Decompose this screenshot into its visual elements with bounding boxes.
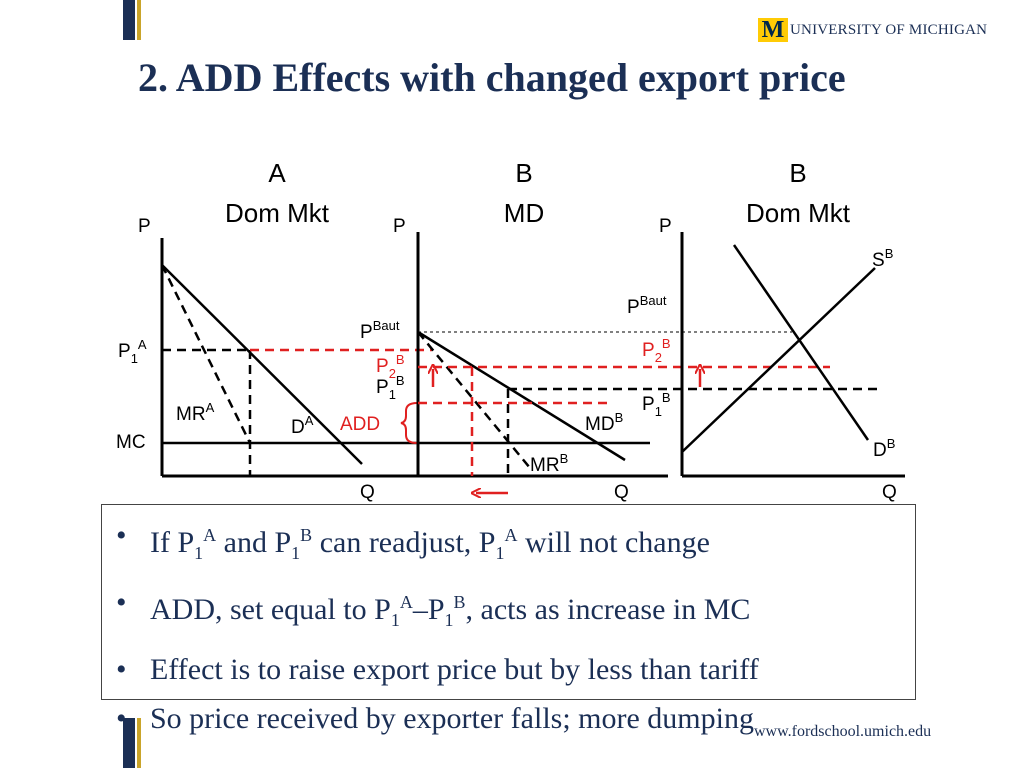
panel-b-md-country-heading: B [515, 158, 532, 188]
panel-b-dom-q-axis-label: Q [882, 482, 897, 503]
panel-b-md-p-axis-label: P [393, 216, 406, 237]
panel-a-mc-label: MC [116, 432, 146, 453]
panel-b-md-pbaut-label: PBaut [360, 318, 400, 343]
bullet-item: • If P1A and P1B can readjust, P1A will n… [102, 511, 915, 578]
demand-b-label: DB [873, 436, 895, 461]
panel-a-demand-curve [161, 264, 363, 465]
bullet-dot: • [116, 653, 127, 686]
panel-a-market-heading: Dom Mkt [225, 198, 330, 228]
add-brace [400, 402, 418, 444]
panel-a-p1-label: P1A [118, 337, 147, 366]
bullet-item: • ADD, set equal to P1A–P1B, acts as incr… [102, 578, 915, 645]
bullet-dot: • [116, 519, 127, 552]
top-accent-bar [123, 0, 141, 40]
bullet-item: • So price received by exporter falls; mo… [102, 694, 915, 743]
panel-a-q-axis-label: Q [360, 482, 375, 503]
panel-b-md-market-heading: MD [504, 198, 544, 228]
demand-b-curve [732, 244, 870, 441]
mr-b-curve [417, 331, 531, 469]
panel-b-md: B MD P Q PBaut P2B P1B MDB MRB [360, 158, 878, 503]
mr-b-label: MRB [530, 451, 568, 476]
university-name: UNIVERSITY OF MICHIGAN [790, 21, 988, 38]
panel-b-md-p2-label: P2B [376, 352, 405, 381]
md-curve [417, 330, 626, 462]
supply-b-label: SB [872, 246, 893, 271]
bullet-item: • Effect is to raise export price but by … [102, 645, 915, 694]
block-m-logo: M [758, 18, 788, 42]
md-b-label: MDB [585, 410, 623, 435]
panel-b-dom-p1-label: P1B [642, 390, 671, 419]
panel-b-dom-pbaut-label: PBaut [627, 293, 667, 318]
panel-a-d-label: DA [291, 413, 314, 438]
panel-a-mr-curve [160, 264, 252, 444]
university-logo: M UNIVERSITY OF MICHIGAN [758, 18, 987, 42]
bullet-dot: • [116, 586, 127, 619]
footer-url[interactable]: www.fordschool.umich.edu [754, 723, 932, 740]
panel-b-md-p1-label: P1B [376, 373, 405, 402]
supply-b-curve [681, 267, 876, 453]
bullet-dot: • [116, 702, 127, 735]
panel-b-dom-p2-label: P2B [642, 336, 671, 365]
bullet-list: • If P1A and P1B can readjust, P1A will n… [102, 505, 915, 743]
panel-b-dom-market-heading: Dom Mkt [746, 198, 851, 228]
bullet-list-box: • If P1A and P1B can readjust, P1A will n… [101, 504, 916, 735]
add-effects-diagram: A Dom Mkt P Q MC P1A MRA DA ADD B MD P Q [116, 158, 905, 503]
panel-a-dom-mkt: A Dom Mkt P Q MC P1A MRA DA ADD [116, 158, 418, 503]
panel-b-dom-p-axis-label: P [659, 216, 672, 237]
panel-b-dom-country-heading: B [789, 158, 806, 188]
panel-b-md-q-axis-label: Q [614, 482, 629, 503]
panel-b-dom-mkt: B Dom Mkt P Q PBaut P2B P1B SB DB [627, 158, 905, 503]
panel-a-p-axis-label: P [138, 216, 151, 237]
add-label: ADD [340, 414, 380, 435]
slide-title: 2. ADD Effects with changed export price [138, 55, 846, 100]
panel-a-mr-label: MRA [176, 400, 215, 425]
panel-a-country-heading: A [268, 158, 286, 188]
bottom-accent-bar [123, 718, 141, 768]
